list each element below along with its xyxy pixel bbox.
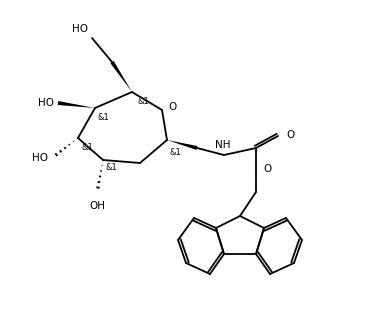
Text: O: O [263,164,271,174]
Text: &1: &1 [170,148,182,157]
Polygon shape [110,61,132,92]
Polygon shape [58,101,95,108]
Text: O: O [286,130,294,140]
Text: HO: HO [38,98,54,108]
Text: HO: HO [72,24,88,34]
Text: O: O [168,102,176,112]
Text: &1: &1 [137,97,149,106]
Text: OH: OH [89,201,105,211]
Text: &1: &1 [105,163,117,172]
Text: NH: NH [215,140,231,150]
Text: &1: &1 [81,143,93,152]
Text: HO: HO [32,153,48,163]
Polygon shape [167,140,197,150]
Text: &1: &1 [98,113,110,122]
